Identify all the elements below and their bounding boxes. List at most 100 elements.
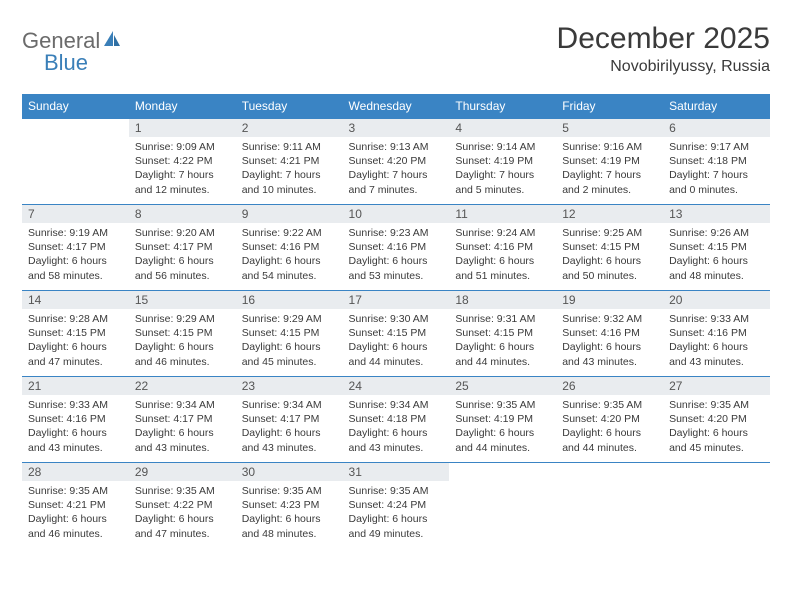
- day-line: Sunrise: 9:29 AM: [242, 312, 337, 326]
- day-line: Sunset: 4:17 PM: [135, 240, 230, 254]
- day-detail: Sunrise: 9:09 AMSunset: 4:22 PMDaylight:…: [129, 137, 236, 203]
- day-line: Sunset: 4:15 PM: [455, 326, 550, 340]
- day-line: and 43 minutes.: [28, 441, 123, 455]
- day-cell: [22, 119, 129, 205]
- day-detail: Sunrise: 9:22 AMSunset: 4:16 PMDaylight:…: [236, 223, 343, 289]
- day-line: Sunset: 4:17 PM: [135, 412, 230, 426]
- location: Novobirilyussy, Russia: [557, 58, 770, 76]
- day-number: 13: [663, 205, 770, 223]
- day-number: 31: [343, 463, 450, 481]
- day-cell: 12Sunrise: 9:25 AMSunset: 4:15 PMDayligh…: [556, 205, 663, 291]
- day-cell: 8Sunrise: 9:20 AMSunset: 4:17 PMDaylight…: [129, 205, 236, 291]
- day-line: and 51 minutes.: [455, 269, 550, 283]
- day-line: Daylight: 6 hours: [28, 512, 123, 526]
- day-line: and 43 minutes.: [135, 441, 230, 455]
- month-title: December 2025: [557, 22, 770, 56]
- day-line: Sunrise: 9:25 AM: [562, 226, 657, 240]
- day-line: Sunset: 4:20 PM: [562, 412, 657, 426]
- day-cell: 5Sunrise: 9:16 AMSunset: 4:19 PMDaylight…: [556, 119, 663, 205]
- day-detail: Sunrise: 9:29 AMSunset: 4:15 PMDaylight:…: [236, 309, 343, 375]
- day-detail: Sunrise: 9:35 AMSunset: 4:21 PMDaylight:…: [22, 481, 129, 547]
- title-block: December 2025 Novobirilyussy, Russia: [557, 22, 770, 76]
- day-number: 29: [129, 463, 236, 481]
- day-line: Sunset: 4:19 PM: [455, 412, 550, 426]
- sail-icon: [102, 29, 122, 54]
- day-line: Sunrise: 9:35 AM: [455, 398, 550, 412]
- day-line: Sunrise: 9:35 AM: [135, 484, 230, 498]
- day-cell: 22Sunrise: 9:34 AMSunset: 4:17 PMDayligh…: [129, 377, 236, 463]
- day-line: Sunset: 4:21 PM: [28, 498, 123, 512]
- day-line: Sunrise: 9:24 AM: [455, 226, 550, 240]
- day-line: Sunrise: 9:23 AM: [349, 226, 444, 240]
- day-line: and 12 minutes.: [135, 183, 230, 197]
- day-detail: Sunrise: 9:23 AMSunset: 4:16 PMDaylight:…: [343, 223, 450, 289]
- day-line: Sunrise: 9:34 AM: [349, 398, 444, 412]
- day-detail: Sunrise: 9:26 AMSunset: 4:15 PMDaylight:…: [663, 223, 770, 289]
- day-line: and 2 minutes.: [562, 183, 657, 197]
- brand-part2: Blue: [44, 50, 88, 75]
- day-line: and 45 minutes.: [242, 355, 337, 369]
- day-line: Sunrise: 9:28 AM: [28, 312, 123, 326]
- day-line: Sunrise: 9:33 AM: [28, 398, 123, 412]
- day-number: 10: [343, 205, 450, 223]
- day-line: Sunset: 4:23 PM: [242, 498, 337, 512]
- dayhead-thu: Thursday: [449, 94, 556, 119]
- day-detail: Sunrise: 9:35 AMSunset: 4:22 PMDaylight:…: [129, 481, 236, 547]
- day-line: and 46 minutes.: [135, 355, 230, 369]
- day-line: Sunrise: 9:35 AM: [562, 398, 657, 412]
- day-line: Daylight: 6 hours: [562, 340, 657, 354]
- day-cell: 23Sunrise: 9:34 AMSunset: 4:17 PMDayligh…: [236, 377, 343, 463]
- day-line: Daylight: 6 hours: [135, 340, 230, 354]
- calendar-table: Sunday Monday Tuesday Wednesday Thursday…: [22, 94, 770, 549]
- day-detail: Sunrise: 9:32 AMSunset: 4:16 PMDaylight:…: [556, 309, 663, 375]
- day-number: 3: [343, 119, 450, 137]
- day-line: Daylight: 7 hours: [135, 168, 230, 182]
- day-line: Sunset: 4:22 PM: [135, 154, 230, 168]
- day-line: Daylight: 6 hours: [242, 340, 337, 354]
- day-line: Sunset: 4:15 PM: [669, 240, 764, 254]
- day-line: Daylight: 7 hours: [455, 168, 550, 182]
- day-line: and 47 minutes.: [135, 527, 230, 541]
- day-cell: 26Sunrise: 9:35 AMSunset: 4:20 PMDayligh…: [556, 377, 663, 463]
- day-detail: Sunrise: 9:11 AMSunset: 4:21 PMDaylight:…: [236, 137, 343, 203]
- day-line: Sunrise: 9:35 AM: [349, 484, 444, 498]
- day-line: Sunset: 4:17 PM: [28, 240, 123, 254]
- day-detail: Sunrise: 9:33 AMSunset: 4:16 PMDaylight:…: [663, 309, 770, 375]
- day-line: Daylight: 6 hours: [242, 254, 337, 268]
- calendar-page: General December 2025 Novobirilyussy, Ru…: [0, 0, 792, 549]
- day-line: Sunset: 4:19 PM: [562, 154, 657, 168]
- day-line: Daylight: 6 hours: [135, 254, 230, 268]
- day-line: Daylight: 6 hours: [135, 512, 230, 526]
- week-row: 14Sunrise: 9:28 AMSunset: 4:15 PMDayligh…: [22, 291, 770, 377]
- day-number: 24: [343, 377, 450, 395]
- day-line: and 47 minutes.: [28, 355, 123, 369]
- day-line: and 50 minutes.: [562, 269, 657, 283]
- week-row: 7Sunrise: 9:19 AMSunset: 4:17 PMDaylight…: [22, 205, 770, 291]
- day-line: Sunrise: 9:16 AM: [562, 140, 657, 154]
- dayhead-wed: Wednesday: [343, 94, 450, 119]
- day-cell: 30Sunrise: 9:35 AMSunset: 4:23 PMDayligh…: [236, 463, 343, 549]
- day-line: and 44 minutes.: [455, 441, 550, 455]
- day-detail: Sunrise: 9:29 AMSunset: 4:15 PMDaylight:…: [129, 309, 236, 375]
- day-line: Sunrise: 9:26 AM: [669, 226, 764, 240]
- day-line: Sunset: 4:15 PM: [562, 240, 657, 254]
- day-number: 23: [236, 377, 343, 395]
- day-line: Sunset: 4:18 PM: [349, 412, 444, 426]
- day-detail: Sunrise: 9:19 AMSunset: 4:17 PMDaylight:…: [22, 223, 129, 289]
- day-line: Sunset: 4:19 PM: [455, 154, 550, 168]
- day-cell: 11Sunrise: 9:24 AMSunset: 4:16 PMDayligh…: [449, 205, 556, 291]
- day-line: Sunset: 4:16 PM: [562, 326, 657, 340]
- day-number: 17: [343, 291, 450, 309]
- day-line: Daylight: 6 hours: [455, 340, 550, 354]
- day-line: Sunrise: 9:09 AM: [135, 140, 230, 154]
- day-line: Daylight: 6 hours: [669, 340, 764, 354]
- day-line: Sunrise: 9:17 AM: [669, 140, 764, 154]
- day-detail: Sunrise: 9:35 AMSunset: 4:24 PMDaylight:…: [343, 481, 450, 547]
- day-line: and 7 minutes.: [349, 183, 444, 197]
- day-cell: 25Sunrise: 9:35 AMSunset: 4:19 PMDayligh…: [449, 377, 556, 463]
- calendar-body: 1Sunrise: 9:09 AMSunset: 4:22 PMDaylight…: [22, 119, 770, 549]
- day-line: Daylight: 6 hours: [562, 426, 657, 440]
- day-line: Sunrise: 9:35 AM: [28, 484, 123, 498]
- day-line: Daylight: 6 hours: [349, 426, 444, 440]
- day-line: Sunset: 4:16 PM: [349, 240, 444, 254]
